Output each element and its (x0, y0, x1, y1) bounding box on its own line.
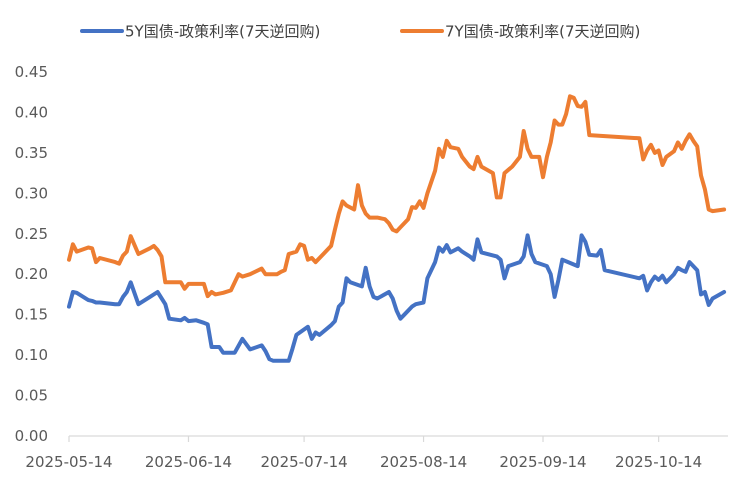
y-tick-label: 0.05 (15, 387, 48, 405)
legend: 5Y国债-政策利率(7天逆回购) 7Y国债-政策利率(7天逆回购) (80, 23, 640, 41)
x-tick-label: 2025-09-14 (499, 453, 586, 471)
y-axis: 0.00 0.05 0.10 0.15 0.20 0.25 0.30 0.35 0.40 0.45 (15, 63, 48, 445)
y-tick-label: 0.35 (15, 144, 48, 162)
series-line-5y (67, 233, 727, 363)
legend-label-7y: 7Y国债-政策利率(7天逆回购) (445, 23, 640, 41)
y-tick-label: 0.25 (15, 225, 48, 243)
x-tick-label: 2025-05-14 (25, 453, 112, 471)
x-tick-label: 2025-06-14 (145, 453, 232, 471)
x-tick-label: 2025-10-14 (615, 453, 702, 471)
x-tick-label: 2025-08-14 (380, 453, 467, 471)
series-line-7y (67, 94, 727, 299)
legend-label-5y: 5Y国债-政策利率(7天逆回购) (125, 23, 320, 41)
y-tick-label: 0.30 (15, 184, 48, 202)
y-tick-label: 0.10 (15, 346, 48, 364)
y-tick-label: 0.40 (15, 103, 48, 121)
y-tick-label: 0.00 (15, 427, 48, 445)
y-tick-label: 0.45 (15, 63, 48, 81)
y-tick-label: 0.20 (15, 265, 48, 283)
y-tick-label: 0.15 (15, 306, 48, 324)
x-axis: 2025-05-14 2025-06-14 2025-07-14 2025-08-14… (25, 435, 728, 471)
x-tick-label: 2025-07-14 (260, 453, 347, 471)
plot-area (67, 94, 727, 363)
